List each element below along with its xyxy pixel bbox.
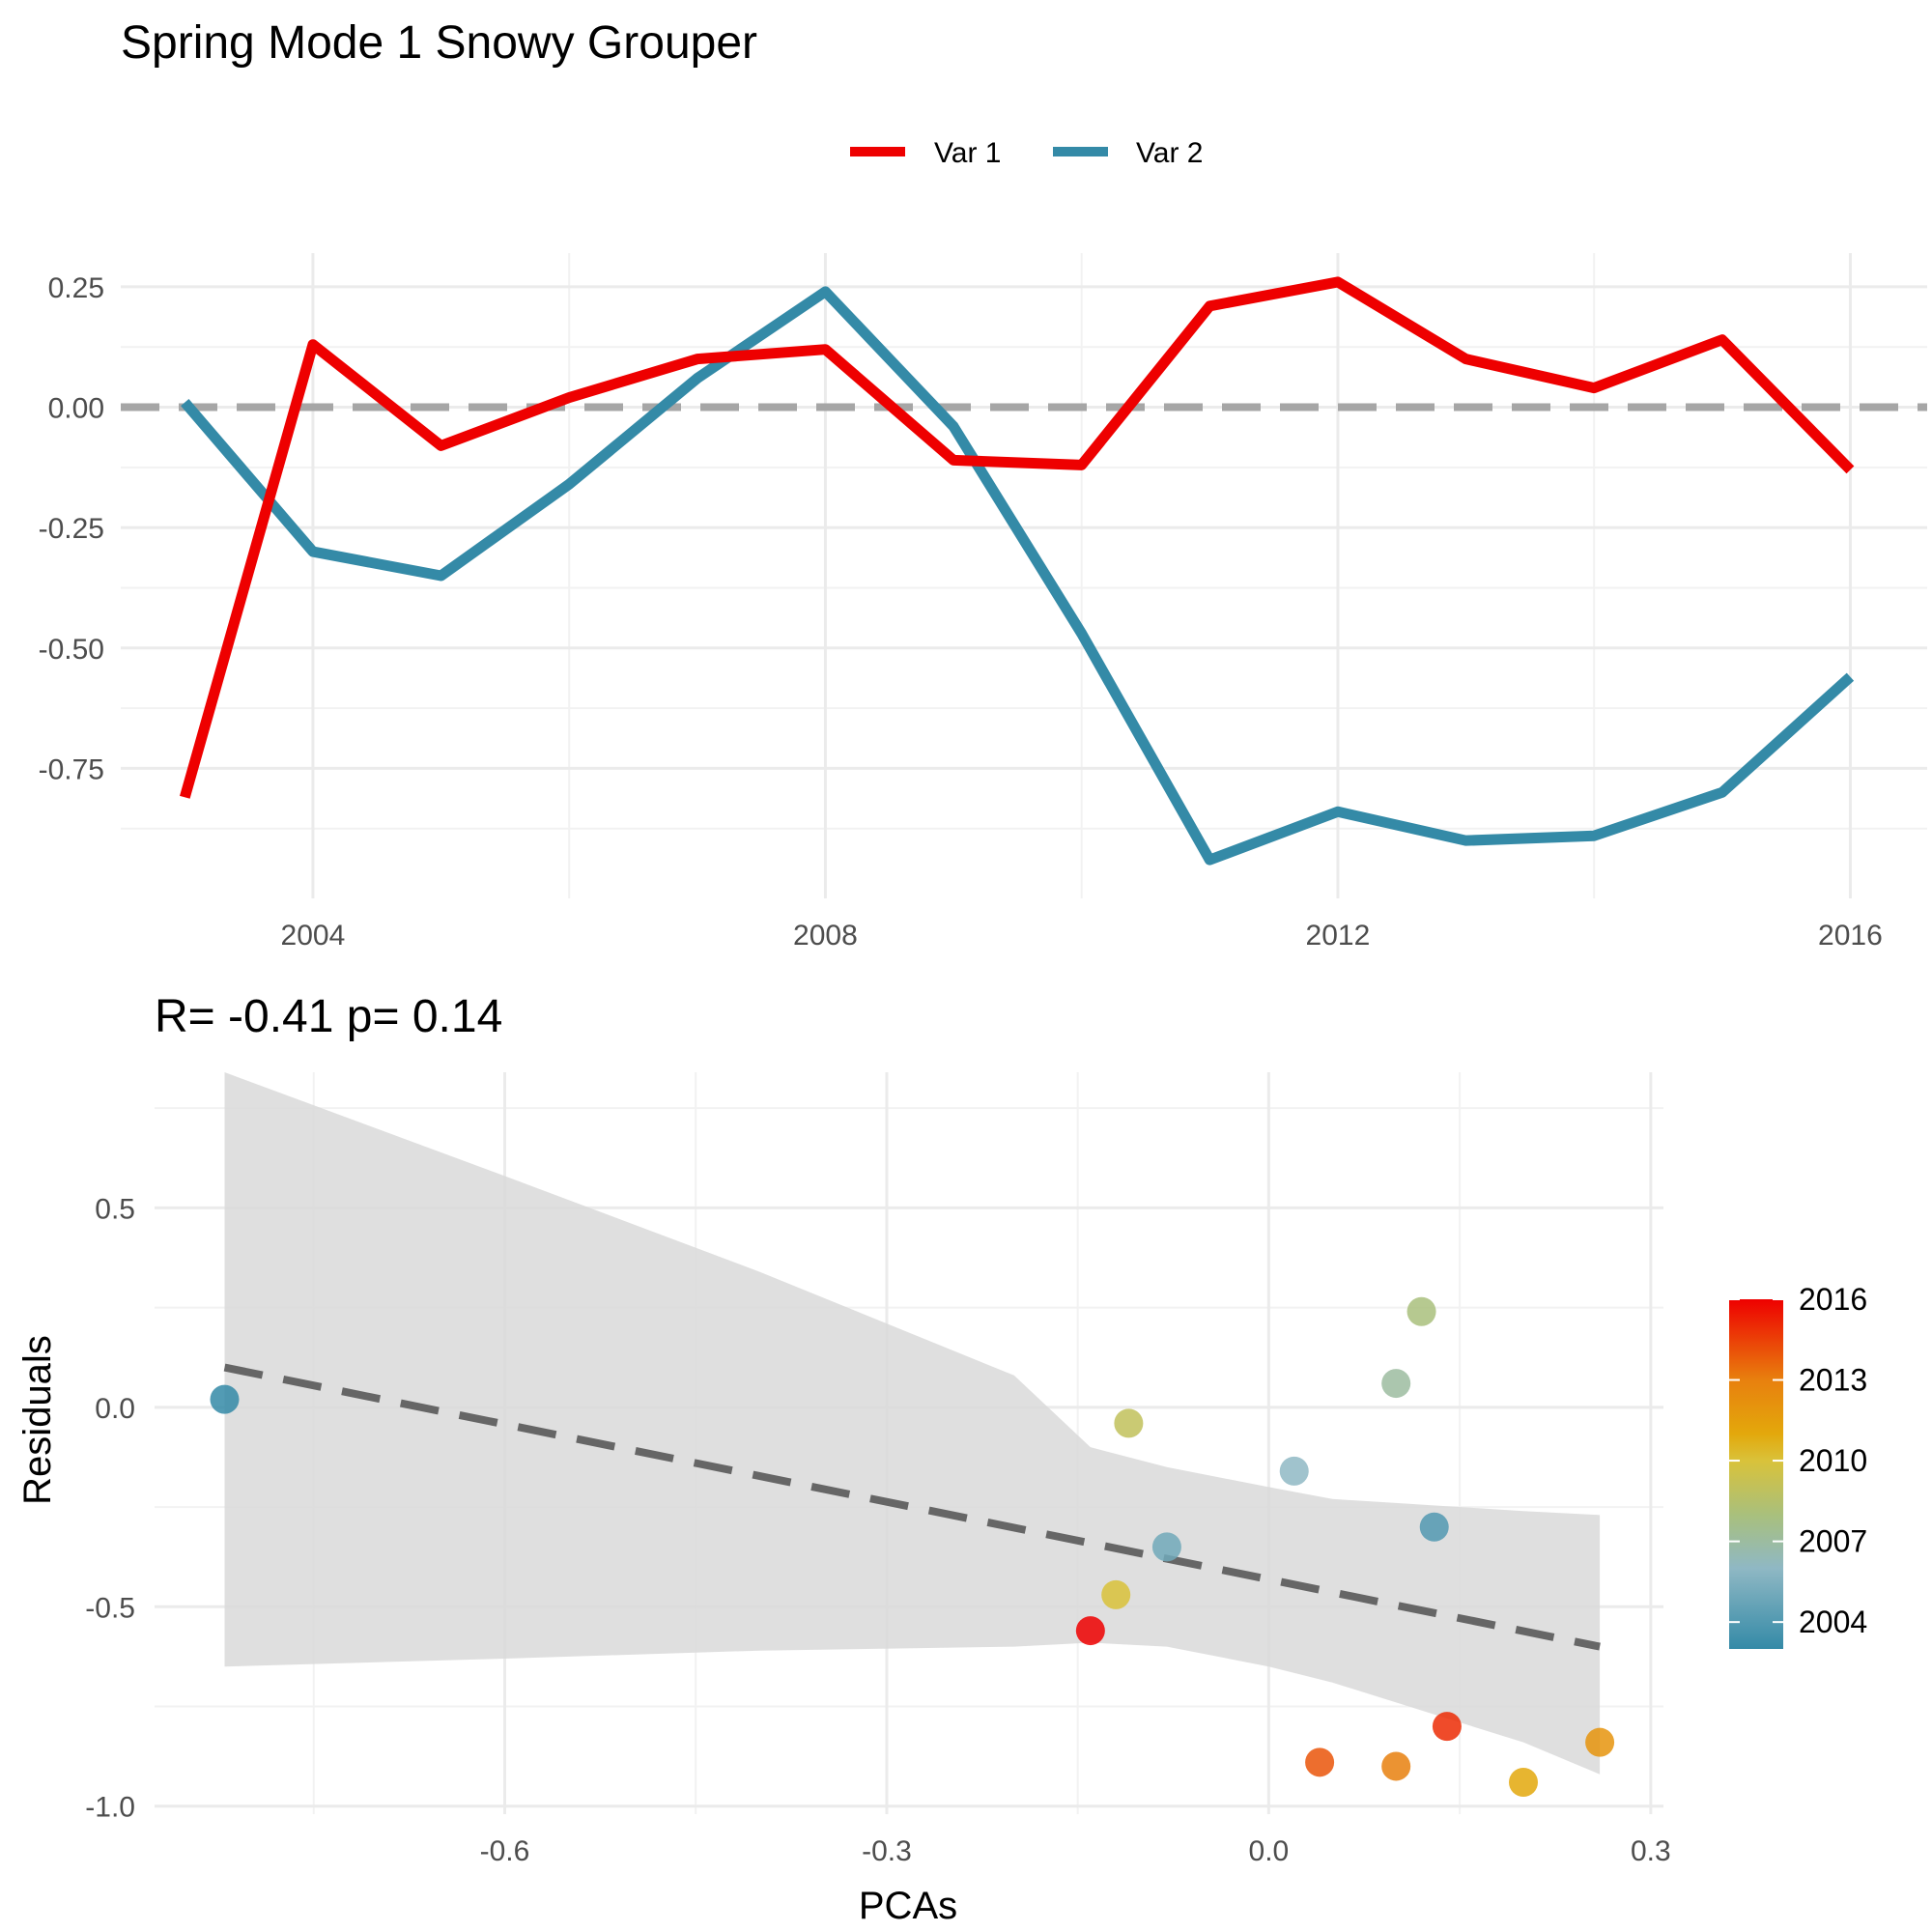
year-colorbar: 2016 2013 2010 2007 2004: [1729, 1282, 1867, 1649]
x-tick-label: 2008: [793, 920, 858, 952]
line-legend: Var 1 Var 2: [850, 137, 1203, 169]
y-tick-label: 0.0: [95, 1393, 135, 1425]
y-tick-label: 0.5: [95, 1193, 135, 1225]
scatter-point: [1406, 1296, 1436, 1326]
scatter-point: [1509, 1767, 1539, 1797]
y-tick-label: -0.5: [85, 1592, 135, 1624]
y-tick-label: -0.50: [39, 634, 104, 666]
scatter-point: [1279, 1456, 1309, 1486]
colorbar-gradient: [1729, 1299, 1783, 1649]
colorbar-label: 2007: [1799, 1524, 1867, 1559]
y-tick-label: 0.00: [48, 393, 104, 425]
series-line-var1: [180, 276, 1855, 799]
x-tick-label: 0.3: [1631, 1835, 1671, 1867]
scatter-point: [1151, 1532, 1181, 1562]
x-tick-label: -0.6: [480, 1835, 530, 1867]
colorbar-label: 2013: [1799, 1363, 1867, 1398]
x-tick-label: 0.0: [1249, 1835, 1290, 1867]
colorbar-label: 2016: [1799, 1282, 1867, 1317]
scatter-point: [1432, 1712, 1462, 1742]
scatter-point: [1585, 1727, 1615, 1757]
line-chart-panel: 2004 2008 2012 2016 0.25 0.00 -0.25 -0.50 -0.75: [39, 253, 1927, 952]
scatter-point: [1381, 1751, 1411, 1781]
scatter-point: [1419, 1512, 1449, 1542]
scatter-point: [1381, 1369, 1411, 1399]
x-axis-title: PCAs: [859, 1885, 957, 1927]
legend-label-var1: Var 1: [934, 137, 1001, 169]
scatter-point: [210, 1384, 240, 1414]
legend-label-var2: Var 2: [1136, 137, 1203, 169]
y-tick-label: -0.75: [39, 753, 104, 785]
chart-title: Spring Mode 1 Snowy Grouper: [121, 17, 757, 69]
confidence-band: [224, 1072, 1601, 1775]
y-tick-label: -0.25: [39, 513, 104, 545]
x-tick-label: -0.3: [862, 1835, 912, 1867]
series-line-var2: [181, 286, 1855, 866]
x-tick-label: 2004: [281, 920, 346, 952]
regression-line: [223, 1363, 1601, 1651]
y-tick-label: -1.0: [85, 1792, 135, 1824]
y-axis-title: Residuals: [16, 1335, 59, 1505]
scatter-point: [1101, 1579, 1131, 1609]
scatter-subtitle: R= -0.41 p= 0.14: [155, 991, 502, 1042]
x-tick-label: 2016: [1818, 920, 1883, 952]
scatter-point: [1075, 1616, 1105, 1646]
scatter-point: [1114, 1408, 1144, 1438]
y-tick-label: 0.25: [48, 272, 104, 304]
scatter-chart-panel: -0.6 -0.3 0.0 0.3 0.5 0.0 -0.5 -1.0: [85, 1072, 1671, 1867]
scatter-point: [1305, 1747, 1335, 1777]
colorbar-label: 2004: [1799, 1605, 1867, 1639]
colorbar-label: 2010: [1799, 1443, 1867, 1478]
x-tick-label: 2012: [1306, 920, 1371, 952]
